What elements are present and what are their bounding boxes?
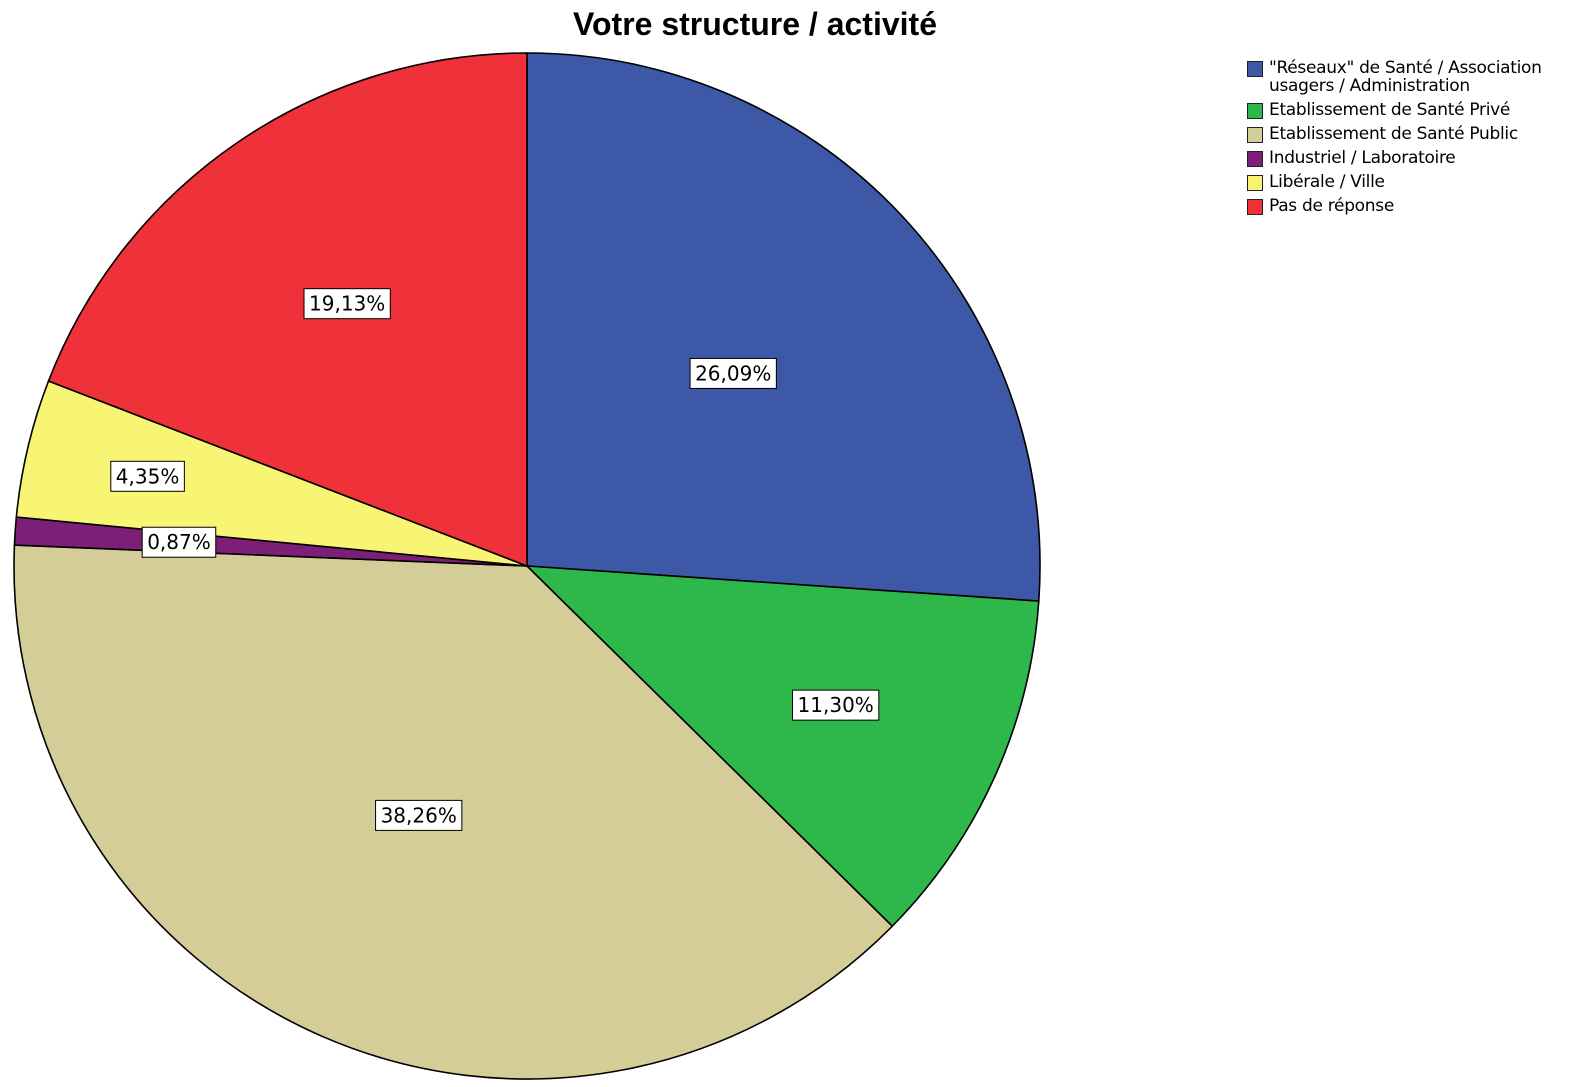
- legend-item: "Réseaux" de Santé / Association usagers…: [1247, 59, 1584, 95]
- legend-label: Pas de réponse: [1269, 196, 1394, 216]
- slice-data-label-text: 26,09%: [695, 361, 771, 385]
- slice-data-label: 0,87%: [141, 526, 217, 558]
- legend-item: Industriel / Laboratoire: [1247, 149, 1584, 167]
- legend-item: Pas de réponse: [1247, 197, 1584, 215]
- slice-data-label-box: [110, 460, 185, 492]
- slice-data-label-box: [689, 357, 777, 389]
- pie-slice: [526, 52, 1041, 602]
- legend-label: Libérale / Ville: [1269, 172, 1385, 192]
- slice-data-label: 4,35%: [110, 460, 185, 492]
- legend-label: "Réseaux" de Santé / Association usagers…: [1269, 58, 1542, 96]
- slice-data-label-box: [375, 799, 463, 831]
- chart-title: Votre structure / activité: [573, 6, 937, 42]
- pie-slice: [47, 52, 528, 568]
- slice-data-label-box: [303, 288, 391, 320]
- legend-item: Libérale / Ville: [1247, 173, 1584, 191]
- slice-data-label-text: 4,35%: [116, 464, 180, 488]
- legend-swatch: [1247, 61, 1263, 77]
- slice-data-label-box: [141, 526, 217, 558]
- slice-data-label-box: [792, 689, 880, 721]
- slice-data-label-text: 19,13%: [309, 292, 385, 316]
- legend-item: Etablissement de Santé Privé: [1247, 101, 1584, 119]
- slice-data-label: 38,26%: [375, 799, 463, 831]
- legend-label: Etablissement de Santé Privé: [1269, 100, 1511, 120]
- legend-swatch: [1247, 199, 1263, 215]
- legend-label: Etablissement de Santé Public: [1269, 124, 1518, 144]
- legend-swatch: [1247, 103, 1263, 119]
- slice-data-label-text: 0,87%: [147, 530, 211, 554]
- legend: "Réseaux" de Santé / Association usagers…: [1247, 59, 1584, 221]
- slice-data-label: 19,13%: [303, 288, 391, 320]
- pie-slices: [13, 52, 1041, 1080]
- slice-data-label-text: 11,30%: [798, 693, 874, 717]
- legend-swatch: [1247, 175, 1263, 191]
- slice-data-label-text: 38,26%: [381, 803, 457, 827]
- pie-slice-labels: 26,09% 11,30% 38,26% 0,87% 4,35% 19,13%: [110, 288, 880, 831]
- pie-slice: [524, 565, 1040, 928]
- slice-data-label: 11,30%: [792, 689, 880, 721]
- legend-swatch: [1247, 127, 1263, 143]
- legend-swatch: [1247, 151, 1263, 167]
- legend-label: Industriel / Laboratoire: [1269, 148, 1456, 168]
- legend-item: Etablissement de Santé Public: [1247, 125, 1584, 143]
- slice-data-label: 26,09%: [689, 357, 777, 389]
